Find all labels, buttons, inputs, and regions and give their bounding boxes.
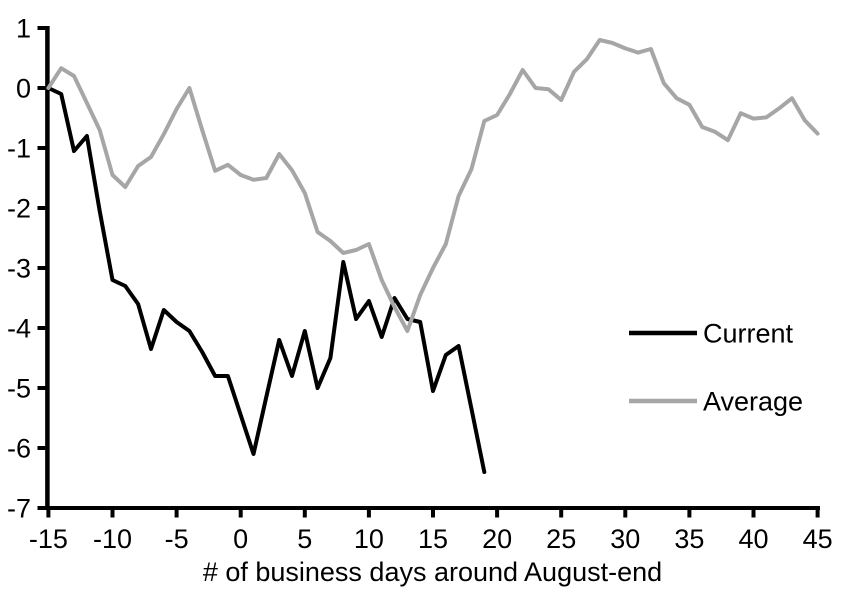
y-tick-label: -7 [7, 493, 31, 523]
legend-label: Average [703, 386, 803, 416]
x-tick-label: -15 [29, 524, 68, 554]
x-tick-label: 5 [297, 524, 312, 554]
x-tick-label: -10 [93, 524, 132, 554]
legend-label: Current [703, 318, 794, 348]
x-axis-title: # of business days around August-end [203, 557, 662, 587]
y-tick-label: -2 [7, 193, 31, 223]
legend-item-current: Current [629, 318, 794, 348]
y-tick-label: -6 [7, 433, 31, 463]
legend-item-average: Average [629, 386, 803, 416]
x-tick-label: 15 [418, 524, 448, 554]
y-tick-label: 1 [16, 13, 31, 43]
series-average-line [46, 38, 820, 333]
x-tick-label: 25 [546, 524, 576, 554]
x-tick-label: 0 [233, 524, 248, 554]
y-tick-label: -3 [7, 253, 31, 283]
x-tick-label: -5 [165, 524, 189, 554]
y-tick-label: -5 [7, 373, 31, 403]
y-tick-label: -4 [7, 313, 31, 343]
x-tick-label: 40 [738, 524, 768, 554]
y-tick-label: -1 [7, 133, 31, 163]
x-tick-label: 30 [610, 524, 640, 554]
x-tick-label: 10 [354, 524, 384, 554]
series-current-line [46, 86, 487, 474]
x-tick-label: 45 [803, 524, 833, 554]
series-layer [46, 38, 820, 474]
x-tick-label: 35 [674, 524, 704, 554]
axes-layer: 10-1-2-3-4-5-6-7-15 -10 -5 0 5 10 15 20 25 30 35 40… [7, 13, 833, 587]
legend-layer: Current Average [629, 318, 803, 416]
x-tick-label: 20 [482, 524, 512, 554]
y-tick-label: 0 [16, 73, 31, 103]
